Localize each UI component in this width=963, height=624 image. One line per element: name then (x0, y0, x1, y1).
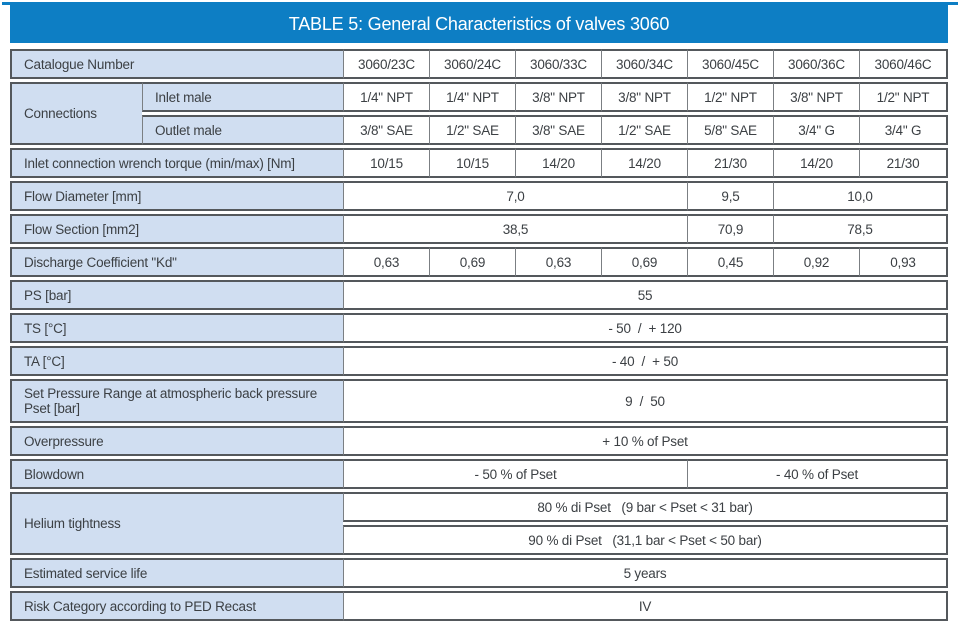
row-flow-section: Flow Section [mm2] 38,5 70,9 78,5 (10, 214, 948, 244)
outlet-male-value: 5/8" SAE (687, 115, 773, 145)
catalogue-number-value: 3060/45C (687, 49, 773, 79)
discharge-coefficient-value: 0,93 (859, 247, 948, 277)
service-life-label: Estimated service life (10, 558, 343, 588)
set-pressure-range-label: Set Pressure Range at atmospheric back p… (10, 379, 343, 423)
inlet-male-label: Inlet male (142, 82, 343, 112)
discharge-coefficient-label: Discharge Coefficient "Kd" (10, 247, 343, 277)
wrench-torque-value: 14/20 (515, 148, 601, 178)
discharge-coefficient-value: 0,69 (601, 247, 687, 277)
row-ps: PS [bar] 55 (10, 280, 948, 310)
row-catalogue-number: Catalogue Number 3060/23C 3060/24C 3060/… (10, 49, 948, 79)
top-rule (2, 2, 958, 5)
row-wrench-torque: Inlet connection wrench torque (min/max)… (10, 148, 948, 178)
catalogue-number-value: 3060/46C (859, 49, 948, 79)
inlet-male-value: 1/2" NPT (687, 82, 773, 112)
row-connections-outlet: Outlet male 3/8" SAE 1/2" SAE 3/8" SAE 1… (10, 115, 948, 145)
row-blowdown: Blowdown - 50 % of Pset - 40 % of Pset (10, 459, 948, 489)
blowdown-label: Blowdown (10, 459, 343, 489)
inlet-male-value: 1/2" NPT (859, 82, 948, 112)
wrench-torque-value: 14/20 (601, 148, 687, 178)
helium-tightness-label: Helium tightness (10, 492, 343, 555)
outlet-male-value: 3/4" G (773, 115, 859, 145)
catalogue-number-value: 3060/23C (343, 49, 429, 79)
ta-value: - 40 / + 50 (343, 346, 948, 376)
wrench-torque-value: 10/15 (343, 148, 429, 178)
discharge-coefficient-value: 0,63 (343, 247, 429, 277)
connections-label: Connections (10, 82, 142, 145)
row-flow-diameter: Flow Diameter [mm] 7,0 9,5 10,0 (10, 181, 948, 211)
table-title: TABLE 5: General Characteristics of valv… (288, 13, 670, 34)
catalogue-number-value: 3060/36C (773, 49, 859, 79)
flow-section-value: 78,5 (773, 214, 948, 244)
outlet-male-value: 1/2" SAE (429, 115, 515, 145)
wrench-torque-value: 14/20 (773, 148, 859, 178)
wrench-torque-value: 21/30 (687, 148, 773, 178)
outlet-male-label: Outlet male (142, 115, 343, 145)
overpressure-label: Overpressure (10, 426, 343, 456)
ts-value: - 50 / + 120 (343, 313, 948, 343)
ps-label: PS [bar] (10, 280, 343, 310)
row-service-life: Estimated service life 5 years (10, 558, 948, 588)
row-ta: TA [°C] - 40 / + 50 (10, 346, 948, 376)
table-title-bar: TABLE 5: General Characteristics of valv… (10, 5, 948, 43)
outlet-male-value: 1/2" SAE (601, 115, 687, 145)
service-life-value: 5 years (343, 558, 948, 588)
flow-section-value: 70,9 (687, 214, 773, 244)
row-helium-tightness-1: Helium tightness 80 % di Pset (9 bar < P… (10, 492, 948, 555)
discharge-coefficient-value: 0,92 (773, 247, 859, 277)
wrench-torque-value: 10/15 (429, 148, 515, 178)
flow-diameter-label: Flow Diameter [mm] (10, 181, 343, 211)
row-connections-inlet: Connections Inlet male 1/4" NPT 1/4" NPT… (10, 82, 948, 145)
ts-label: TS [°C] (10, 313, 343, 343)
inlet-male-value: 3/8" NPT (773, 82, 859, 112)
overpressure-value: + 10 % of Pset (343, 426, 948, 456)
inlet-male-value: 3/8" NPT (515, 82, 601, 112)
risk-category-label: Risk Category according to PED Recast (10, 591, 343, 621)
risk-category-value: IV (343, 591, 948, 621)
row-discharge-coefficient: Discharge Coefficient "Kd" 0,63 0,69 0,6… (10, 247, 948, 277)
outlet-male-value: 3/8" SAE (343, 115, 429, 145)
helium-tightness-value-low: 80 % di Pset (9 bar < Pset < 31 bar) (343, 492, 948, 522)
discharge-coefficient-value: 0,69 (429, 247, 515, 277)
row-overpressure: Overpressure + 10 % of Pset (10, 426, 948, 456)
inlet-male-value: 1/4" NPT (429, 82, 515, 112)
flow-section-label: Flow Section [mm2] (10, 214, 343, 244)
row-risk-category: Risk Category according to PED Recast IV (10, 591, 948, 621)
flow-diameter-value: 9,5 (687, 181, 773, 211)
catalogue-number-value: 3060/33C (515, 49, 601, 79)
catalogue-number-value: 3060/34C (601, 49, 687, 79)
wrench-torque-label: Inlet connection wrench torque (min/max)… (10, 148, 343, 178)
catalogue-number-value: 3060/24C (429, 49, 515, 79)
set-pressure-range-value: 9 / 50 (343, 379, 948, 423)
catalogue-number-label: Catalogue Number (10, 49, 343, 79)
flow-diameter-value: 7,0 (343, 181, 687, 211)
inlet-male-value: 1/4" NPT (343, 82, 429, 112)
row-ts: TS [°C] - 50 / + 120 (10, 313, 948, 343)
outlet-male-value: 3/8" SAE (515, 115, 601, 145)
row-helium-tightness-2: 90 % di Pset (31,1 bar < Pset < 50 bar) (10, 525, 948, 555)
ps-value: 55 (343, 280, 948, 310)
discharge-coefficient-value: 0,63 (515, 247, 601, 277)
blowdown-value-left: - 50 % of Pset (343, 459, 687, 489)
flow-diameter-value: 10,0 (773, 181, 948, 211)
flow-section-value: 38,5 (343, 214, 687, 244)
helium-tightness-value-high: 90 % di Pset (31,1 bar < Pset < 50 bar) (343, 525, 948, 555)
discharge-coefficient-value: 0,45 (687, 247, 773, 277)
wrench-torque-value: 21/30 (859, 148, 948, 178)
row-set-pressure-range: Set Pressure Range at atmospheric back p… (10, 379, 948, 423)
outlet-male-value: 3/4" G (859, 115, 948, 145)
characteristics-table: Catalogue Number 3060/23C 3060/24C 3060/… (10, 46, 948, 624)
ta-label: TA [°C] (10, 346, 343, 376)
inlet-male-value: 3/8" NPT (601, 82, 687, 112)
blowdown-value-right: - 40 % of Pset (687, 459, 948, 489)
